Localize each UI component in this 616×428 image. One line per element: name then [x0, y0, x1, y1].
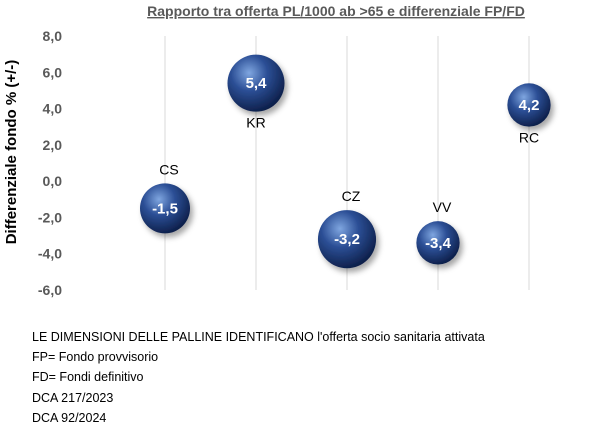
bubble-kr: [227, 54, 285, 112]
note-line-3: FD= Fondi definitivo: [32, 370, 144, 385]
y-tick-label: -6,0: [38, 282, 62, 298]
note-line-4: DCA 217/2023: [32, 390, 114, 405]
bubble-chart: Rapporto tra offerta PL/1000 ab >65 e di…: [3, 3, 551, 298]
category-label: VV: [433, 199, 452, 215]
notes-block: LE DIMENSIONI DELLE PALLINE IDENTIFICANO…: [32, 327, 485, 428]
note-line-2: FP= Fondo provvisorio: [32, 350, 159, 365]
bubble-value-label: -1,5: [152, 200, 178, 217]
bubble-value-label: 5,4: [246, 75, 268, 92]
note-line-1: LE DIMENSIONI DELLE PALLINE IDENTIFICANO…: [32, 330, 485, 344]
y-tick-label: -4,0: [38, 246, 62, 262]
category-label: RC: [519, 130, 539, 146]
chart-title: Rapporto tra offerta PL/1000 ab >65 e di…: [147, 3, 525, 19]
note-line-5: DCA 92/2024: [32, 410, 107, 425]
bubble-vv: [416, 221, 460, 265]
y-axis-ticks: 8,0 6,0 4,0 2,0 0,0 -2,0 -4,0 -6,0: [38, 28, 62, 298]
category-label: KR: [246, 115, 265, 131]
y-tick-label: 4,0: [43, 101, 63, 117]
y-axis-label: Differenziale fondo % (+/-): [3, 60, 20, 245]
y-tick-label: 0,0: [43, 173, 63, 189]
bubble-cs: [140, 183, 190, 234]
y-tick-label: 6,0: [43, 64, 63, 80]
category-label: CZ: [342, 188, 361, 204]
bubble-rc: [507, 83, 551, 127]
y-tick-label: 8,0: [43, 28, 63, 44]
bubble-cz: [317, 210, 377, 269]
bubble-series: -1,5 CS 5,4 KR -3,2 CZ -3,4 VV 4,2 RC: [140, 54, 551, 269]
bubble-value-label: -3,2: [334, 231, 360, 248]
category-label: CS: [159, 161, 178, 177]
bubble-value-label: 4,2: [519, 97, 540, 114]
y-tick-label: 2,0: [43, 137, 63, 153]
y-tick-label: -2,0: [38, 209, 62, 225]
bubble-value-label: -3,4: [425, 235, 452, 252]
